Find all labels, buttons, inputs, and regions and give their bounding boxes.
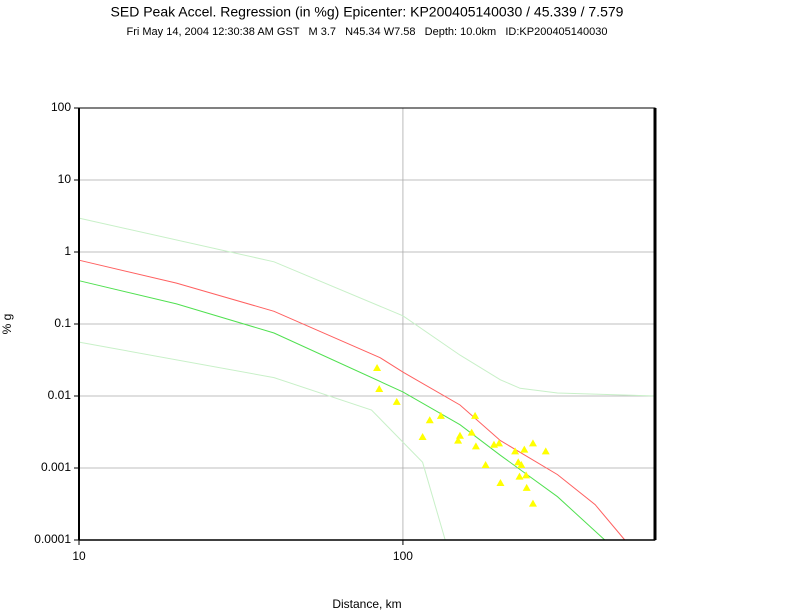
- data-point: [528, 439, 537, 447]
- data-point: [522, 483, 531, 491]
- regression-line: [78, 280, 606, 541]
- data-point: [496, 478, 505, 486]
- data-point: [481, 461, 490, 469]
- x-tick-label: 10: [72, 549, 86, 563]
- data-point: [520, 445, 529, 453]
- data-point: [528, 499, 537, 507]
- data-point: [495, 439, 504, 447]
- y-tick-label: 10: [58, 172, 72, 186]
- chart-title: SED Peak Accel. Regression (in %g) Epice…: [111, 4, 624, 20]
- data-point: [541, 447, 550, 455]
- data-point: [373, 363, 382, 371]
- y-tick-label: 0.001: [41, 460, 71, 474]
- data-point: [511, 447, 520, 455]
- x-axis-label: Distance, km: [332, 597, 401, 611]
- regression-line: [78, 341, 446, 541]
- y-tick-label: 0.1: [54, 316, 71, 330]
- data-point: [454, 436, 463, 444]
- data-point: [467, 428, 476, 436]
- regression-line: [78, 217, 656, 397]
- data-point: [436, 411, 445, 419]
- data-point: [471, 411, 480, 419]
- data-point: [425, 416, 434, 424]
- data-point: [517, 461, 526, 469]
- y-tick-label: 100: [51, 100, 71, 114]
- data-point: [455, 431, 464, 439]
- y-axis-label: % g: [0, 314, 14, 335]
- data-point: [392, 397, 401, 405]
- y-tick-label: 1: [64, 244, 71, 258]
- data-point: [375, 385, 384, 393]
- x-tick-label: 100: [393, 549, 413, 563]
- data-point: [418, 432, 427, 440]
- y-tick-label: 0.01: [48, 388, 72, 402]
- data-point: [515, 472, 524, 480]
- y-tick-label: 0.0001: [34, 532, 71, 546]
- regression-line: [78, 259, 626, 541]
- data-point: [471, 442, 480, 450]
- data-point: [522, 471, 531, 479]
- chart-subtitle: Fri May 14, 2004 12:30:38 AM GST M 3.7 N…: [126, 26, 607, 38]
